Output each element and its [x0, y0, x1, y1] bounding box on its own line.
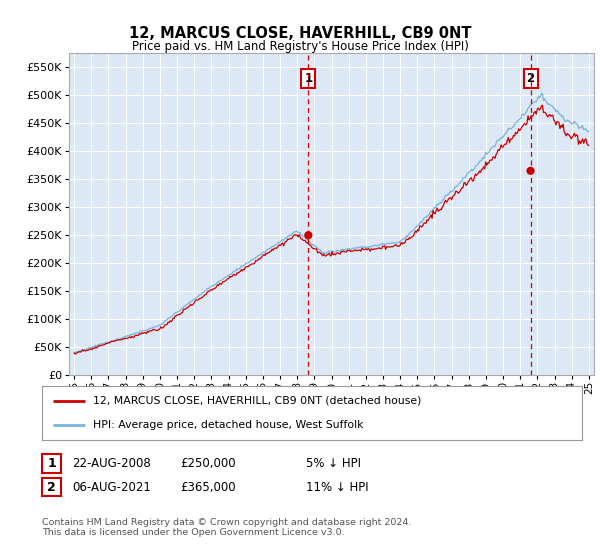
Text: 2: 2 [47, 480, 56, 494]
Text: 22-AUG-2008: 22-AUG-2008 [72, 457, 151, 470]
Text: Contains HM Land Registry data © Crown copyright and database right 2024.
This d: Contains HM Land Registry data © Crown c… [42, 518, 412, 538]
Text: 12, MARCUS CLOSE, HAVERHILL, CB9 0NT (detached house): 12, MARCUS CLOSE, HAVERHILL, CB9 0NT (de… [94, 396, 422, 406]
Text: Price paid vs. HM Land Registry's House Price Index (HPI): Price paid vs. HM Land Registry's House … [131, 40, 469, 53]
Text: 12, MARCUS CLOSE, HAVERHILL, CB9 0NT: 12, MARCUS CLOSE, HAVERHILL, CB9 0NT [129, 26, 471, 41]
Point [526, 166, 535, 175]
Text: 5% ↓ HPI: 5% ↓ HPI [306, 457, 361, 470]
Text: 1: 1 [47, 457, 56, 470]
Text: 11% ↓ HPI: 11% ↓ HPI [306, 480, 368, 494]
Text: 2: 2 [526, 72, 535, 85]
Text: £250,000: £250,000 [180, 457, 236, 470]
Text: 06-AUG-2021: 06-AUG-2021 [72, 480, 151, 494]
Text: £365,000: £365,000 [180, 480, 236, 494]
Text: 1: 1 [304, 72, 313, 85]
Point [304, 231, 313, 240]
Text: HPI: Average price, detached house, West Suffolk: HPI: Average price, detached house, West… [94, 420, 364, 430]
